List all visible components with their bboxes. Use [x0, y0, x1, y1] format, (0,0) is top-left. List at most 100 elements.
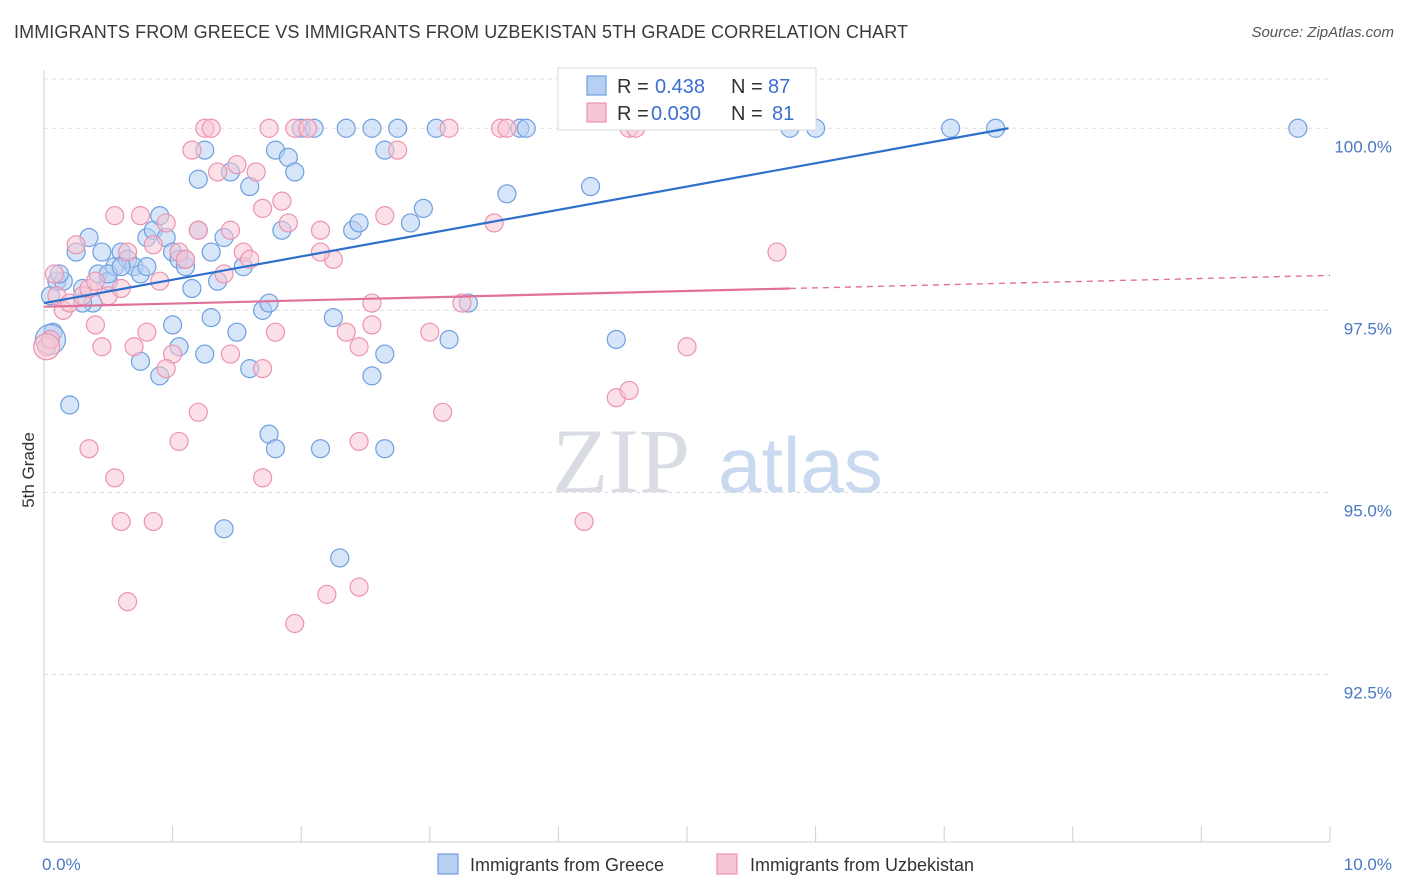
point-uzbekistan-61 — [220, 344, 241, 364]
y-axis-label: 5th Grade — [19, 432, 38, 508]
point-greece-70 — [439, 329, 459, 350]
point-greece-27 — [188, 169, 208, 189]
point-uzbekistan-50 — [439, 118, 459, 138]
point-greece-56 — [580, 176, 601, 197]
point-greece-59 — [941, 118, 961, 138]
point-uzbekistan-2 — [44, 264, 64, 284]
point-uzbekistan-39 — [278, 213, 298, 233]
point-uzbekistan-46 — [362, 315, 382, 335]
point-greece-49 — [388, 118, 408, 138]
point-greece-74 — [265, 439, 286, 459]
point-uzbekistan-28 — [208, 162, 228, 182]
chart-title: IMMIGRANTS FROM GREECE VS IMMIGRANTS FRO… — [14, 22, 909, 42]
point-greece-77 — [214, 519, 234, 539]
point-uzbekistan-66 — [79, 439, 99, 459]
point-uzbekistan-59 — [619, 380, 639, 401]
point-uzbekistan-18 — [143, 235, 163, 255]
point-uzbekistan-72 — [574, 511, 594, 532]
legend-n-value-greece: 87 — [768, 76, 790, 98]
trend-lines — [43, 127, 1331, 308]
point-greece-68 — [362, 366, 382, 386]
point-greece-53 — [497, 184, 517, 204]
point-uzbekistan-75 — [349, 577, 369, 597]
point-uzbekistan-68 — [253, 468, 273, 488]
point-uzbekistan-14 — [117, 242, 138, 262]
legend-r-value-greece: 0.438 — [655, 76, 705, 98]
point-greece-61 — [1288, 118, 1308, 138]
point-uzbekistan-48 — [388, 140, 408, 160]
point-uzbekistan-55 — [677, 337, 697, 357]
point-uzbekistan-70 — [111, 511, 131, 532]
x-tick-label-0: 0.0% — [42, 855, 81, 874]
point-uzbekistan-64 — [188, 402, 208, 422]
point-uzbekistan-73 — [117, 592, 138, 612]
point-greece-29 — [201, 242, 221, 262]
y-tick-label-2: 95.0% — [1344, 501, 1392, 520]
legend-swatch-greece — [586, 75, 607, 96]
trend-line-extension-uzbekistan — [789, 274, 1331, 290]
point-uzbekistan-54 — [497, 118, 517, 138]
point-uzbekistan-42 — [310, 220, 331, 240]
point-uzbekistan-69 — [349, 431, 369, 452]
point-greece-82 — [137, 257, 157, 277]
point-uzbekistan-67 — [105, 468, 125, 488]
point-uzbekistan-30 — [220, 220, 241, 240]
point-uzbekistan-16 — [130, 206, 151, 226]
point-greece-84 — [201, 308, 221, 328]
point-greece-72 — [606, 329, 626, 350]
point-greece-33 — [227, 322, 247, 342]
point-greece-26 — [182, 278, 202, 299]
point-uzbekistan-27 — [201, 118, 221, 138]
watermark-atlas: atlas — [718, 421, 883, 509]
point-uzbekistan-47 — [375, 206, 395, 226]
y-tick-label-0: 100.0% — [1334, 137, 1392, 156]
legend-r-label-uzbekistan: R = — [617, 103, 649, 125]
source-label: Source: ZipAtlas.com — [1251, 24, 1394, 41]
point-greece-51 — [413, 198, 433, 218]
tick-labels: 100.0% 97.5% 95.0% 92.5% 0.0% 10.0% — [42, 137, 1392, 874]
point-uzbekistan-65 — [169, 431, 189, 452]
point-greece-76 — [375, 439, 395, 459]
y-tick-label-1: 97.5% — [1344, 319, 1392, 338]
legend-n-value-uzbekistan: 81 — [772, 103, 794, 125]
point-uzbekistan-6 — [66, 235, 86, 255]
trend-line-greece — [43, 127, 1009, 305]
point-greece-75 — [310, 439, 331, 459]
point-greece-37 — [259, 293, 279, 313]
point-uzbekistan-60 — [767, 242, 787, 262]
legend-r-label-greece: R = — [617, 76, 649, 98]
point-uzbekistan-20 — [156, 213, 176, 233]
point-uzbekistan-78 — [85, 271, 106, 291]
point-uzbekistan-9 — [85, 315, 106, 335]
point-uzbekistan-17 — [137, 322, 157, 342]
point-greece-47 — [362, 118, 382, 138]
point-uzbekistan-76 — [285, 613, 305, 634]
correlation-legend: R = 0.438 N = 87 R = 0.030 N = 81 — [557, 67, 817, 131]
legend-n-label-greece: N = — [731, 76, 763, 98]
point-greece-41 — [285, 162, 305, 182]
point-uzbekistan-74 — [317, 584, 337, 604]
point-uzbekistan-80 — [362, 293, 382, 313]
point-uzbekistan-29 — [214, 264, 234, 284]
bottom-legend: Immigrants from Greece Immigrants from U… — [437, 853, 974, 875]
point-uzbekistan-77 — [156, 359, 176, 379]
point-uzbekistan-49 — [420, 322, 440, 342]
point-uzbekistan-41 — [298, 118, 318, 138]
point-greece-85 — [323, 308, 343, 328]
legend-r-value-uzbekistan: 0.030 — [651, 103, 701, 125]
point-uzbekistan-44 — [336, 322, 356, 342]
point-uzbekistan-15 — [124, 337, 144, 357]
point-uzbekistan-38 — [272, 191, 292, 211]
point-greece-50 — [400, 213, 421, 233]
point-uzbekistan-34 — [246, 162, 266, 182]
bottom-legend-label-greece: Immigrants from Greece — [470, 855, 664, 875]
point-uzbekistan-63 — [433, 402, 453, 422]
bottom-legend-label-uzbekistan: Immigrants from Uzbekistan — [750, 855, 974, 875]
point-uzbekistan-23 — [175, 249, 196, 269]
point-greece-6 — [60, 395, 80, 415]
point-uzbekistan-25 — [188, 220, 208, 240]
point-greece-66 — [195, 344, 215, 364]
point-uzbekistan-12 — [105, 206, 125, 226]
axes — [43, 70, 1331, 843]
